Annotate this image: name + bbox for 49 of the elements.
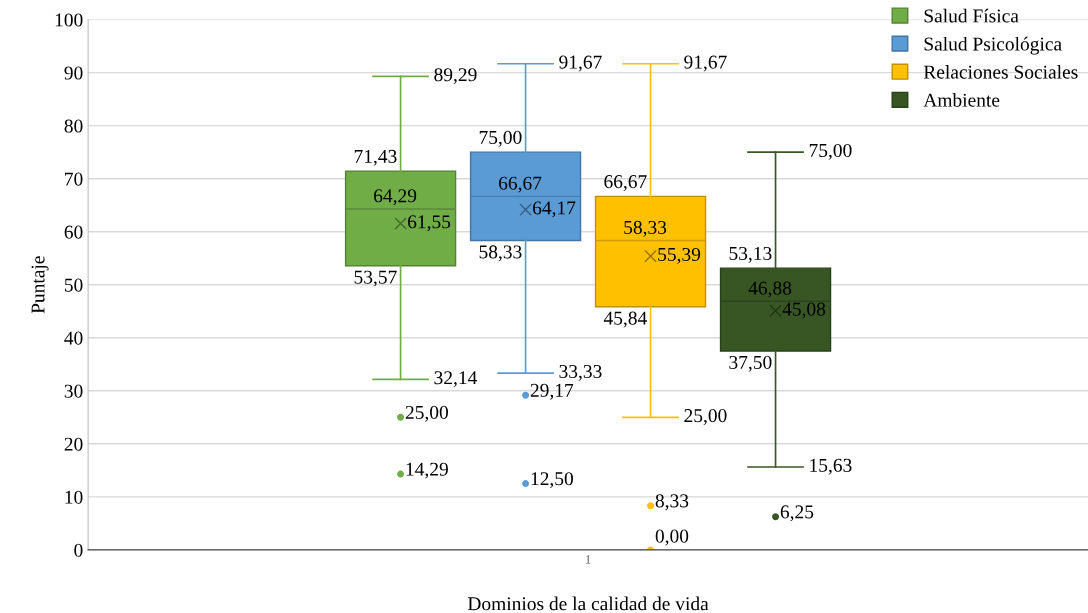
annotation: 58,33 [624,220,667,237]
annotation: 91,67 [559,55,602,72]
annotation: 53,13 [729,246,772,263]
y-tick-label: 100 [55,13,83,27]
annotation: 25,00 [684,409,727,425]
annotation: 75,00 [479,130,522,147]
legend-label: Salud Física [924,8,1019,23]
y-tick-label: 0 [74,543,83,557]
annotation: 64,29 [374,189,417,206]
legend-label: Ambiente [923,93,1000,107]
annotation: 12,50 [531,472,573,489]
annotation: 89,29 [434,68,477,85]
annotation: 66,67 [499,176,542,193]
y-axis-title: Puntaje [31,256,49,314]
annotation: 29,17 [530,383,574,400]
annotation: 64,17 [533,201,576,218]
annotation: 75,00 [809,143,852,160]
annotation: 8,33 [655,494,689,511]
y-tick-label: 40 [64,331,83,345]
annotation: 25,00 [405,405,448,422]
annotation: 14,29 [406,462,448,479]
annotation: 58,33 [479,245,522,262]
annotation: 55,39 [658,247,701,264]
annotation: 91,67 [684,55,727,72]
annotation: 45,08 [782,302,826,319]
annotation: 0,00 [655,529,689,546]
annotation: 71,43 [354,149,397,166]
annotation: 6,25 [780,505,814,522]
annotation: 66,67 [604,175,647,191]
annotation: 37,50 [729,355,772,372]
y-tick-label: 50 [64,278,83,292]
y-tick-label: 10 [65,490,83,504]
x-tick-label: 1 [586,555,591,564]
y-tick-label: 20 [64,437,83,451]
y-tick-label: 70 [65,172,83,186]
annotation: 15,63 [810,458,852,475]
annotation: 32,14 [434,371,478,388]
x-axis-title: Dominios de la calidad de vida [467,596,709,611]
y-tick-label: 90 [64,66,83,80]
legend-label: Salud Psicológica [924,36,1062,55]
legend-label: Relaciones Sociales [923,65,1078,79]
annotation: 53,57 [354,270,397,287]
y-tick-label: 30 [64,384,83,398]
y-tick-label: 60 [64,225,83,239]
annotation: 33,33 [559,364,602,381]
annotation: 46,88 [748,281,792,298]
annotation: 61,55 [408,215,451,232]
y-tick-label: 80 [64,119,83,133]
annotation: 45,84 [603,311,647,328]
